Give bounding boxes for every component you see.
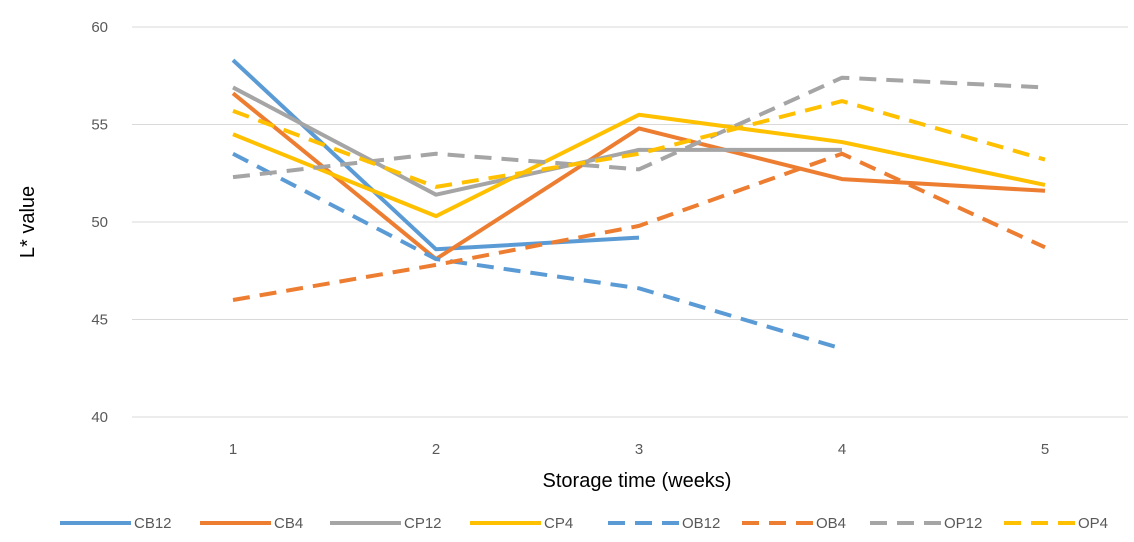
series-line-cp12 [232, 85, 842, 197]
legend-label-cp12: CP12 [404, 515, 442, 532]
x-tick-label: 2 [432, 441, 440, 458]
legend-label-op12: OP12 [944, 515, 982, 532]
x-tick-label: 1 [229, 441, 237, 458]
x-axis-tick-labels: 1 2 3 4 5 [229, 441, 1049, 458]
series-line-cb4 [231, 91, 1046, 262]
legend-label-ob12: OB12 [682, 515, 720, 532]
y-tick-label: 40 [91, 409, 108, 426]
y-axis-title: L* value [17, 186, 39, 258]
x-axis-title: Storage time (weeks) [543, 470, 732, 492]
legend-label-op4: OP4 [1078, 515, 1108, 532]
series-line-ob12 [232, 151, 843, 351]
series-lines [231, 58, 1046, 351]
y-axis-tick-labels: 40 45 50 55 60 [91, 19, 108, 426]
series-line-cp4 [232, 112, 1046, 219]
legend: CB12 CB4 CP12 CP4 OB12 OB4 OP12 OP4 [60, 515, 1108, 532]
y-tick-label: 45 [91, 312, 108, 329]
series-line-op4 [232, 99, 1046, 189]
y-tick-label: 50 [91, 214, 108, 231]
series-line-ob4 [232, 151, 1046, 302]
y-tick-label: 60 [91, 19, 108, 36]
y-tick-label: 55 [91, 117, 108, 134]
legend-label-ob4: OB4 [816, 515, 846, 532]
x-tick-label: 4 [838, 441, 846, 458]
x-tick-label: 5 [1041, 441, 1049, 458]
gridlines [132, 26, 1128, 418]
legend-label-cp4: CP4 [544, 515, 573, 532]
x-tick-label: 3 [635, 441, 643, 458]
legend-label-cb12: CB12 [134, 515, 172, 532]
legend-label-cb4: CB4 [274, 515, 303, 532]
